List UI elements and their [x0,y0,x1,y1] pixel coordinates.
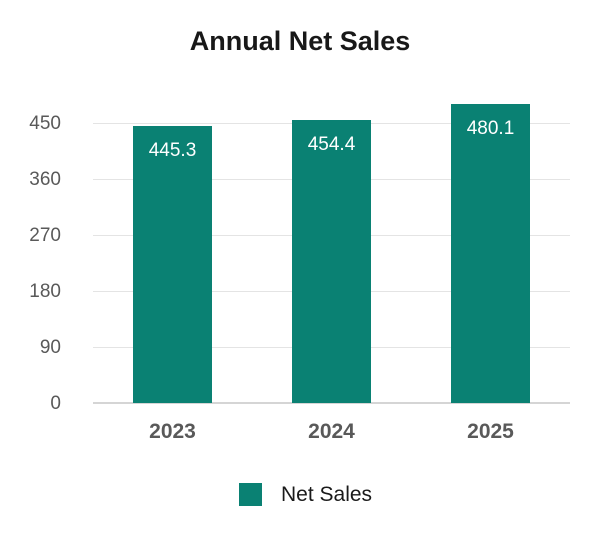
x-axis-tick-2023: 2023 [149,420,196,443]
chart-title: Annual Net Sales [189,26,411,56]
bar-2024[interactable]: 454.4 [292,120,371,403]
y-axis-tick-180: 180 [29,281,61,302]
bar-2023[interactable]: 445.3 [133,125,212,403]
y-axis-tick-360: 360 [29,169,61,190]
x-axis-tick-2024: 2024 [308,420,355,443]
x-axis-tick-2025: 2025 [467,420,514,443]
y-axis-tick-90: 90 [39,337,61,358]
bar-value-label-2023: 445.3 [148,139,197,161]
x-axis-baseline [93,402,570,404]
y-axis-tick-0: 0 [50,393,61,414]
bar-value-label-2025: 480.1 [466,118,515,140]
legend-swatch-net-sales [239,483,262,506]
y-axis-tick-270: 270 [29,225,61,246]
legend-label-net-sales: Net Sales [281,483,373,506]
y-axis-tick-450: 450 [29,113,61,134]
bar-2025[interactable]: 480.1 [451,104,530,403]
legend[interactable]: Net Sales [239,483,372,506]
bar-value-label-2024: 454.4 [307,134,356,156]
